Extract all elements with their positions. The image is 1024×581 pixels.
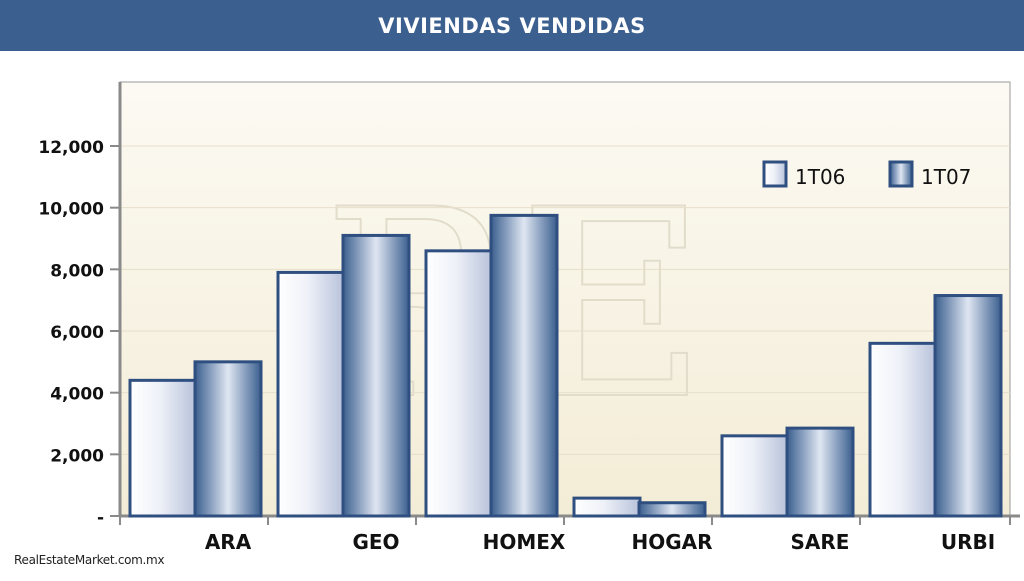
legend-swatch-1t07	[888, 160, 914, 188]
x-category-label: SARE	[791, 530, 850, 553]
bar-1t07-ara	[193, 360, 263, 518]
bar-1t06-geo	[276, 270, 346, 518]
bar-1t07-homex	[489, 213, 559, 518]
chart-title: VIVIENDAS VENDIDAS	[378, 13, 646, 38]
bar-1t07-hogar	[637, 501, 707, 518]
y-tick-label: 2,000	[50, 446, 104, 466]
x-category-label: GEO	[352, 530, 399, 553]
bar-1t06-sare	[720, 434, 790, 518]
y-tick-label: 8,000	[50, 261, 104, 281]
y-tick-label: 12,000	[38, 138, 104, 158]
x-category-label: HOGAR	[631, 530, 712, 553]
y-tick-label: -	[97, 508, 104, 528]
title-bar: VIVIENDAS VENDIDAS	[0, 0, 1024, 51]
bar-1t06-ara	[128, 378, 198, 518]
bar-1t07-sare	[785, 426, 855, 518]
bar-1t06-urbi	[868, 341, 938, 518]
bar-1t06-homex	[424, 249, 494, 518]
bar-1t06-hogar	[572, 496, 642, 518]
x-category-label: ARA	[205, 530, 252, 553]
source-credit: RealEstateMarket.com.mx	[14, 553, 165, 567]
y-tick-label: 4,000	[50, 385, 104, 405]
x-category-label: URBI	[941, 530, 995, 553]
y-tick-label: 10,000	[38, 200, 104, 220]
legend-label-1t06: 1T06	[795, 165, 845, 189]
bar-chart: RE-2,0004,0006,0008,00010,00012,000ARAGE…	[38, 81, 1020, 553]
x-category-label: HOMEX	[483, 530, 566, 553]
legend-swatch-1t06	[762, 160, 788, 188]
plot-background	[119, 81, 1011, 517]
legend-label-1t07: 1T07	[921, 165, 971, 189]
bar-1t07-urbi	[933, 294, 1003, 518]
y-tick-label: 6,000	[50, 323, 104, 343]
bar-1t07-geo	[341, 233, 411, 518]
